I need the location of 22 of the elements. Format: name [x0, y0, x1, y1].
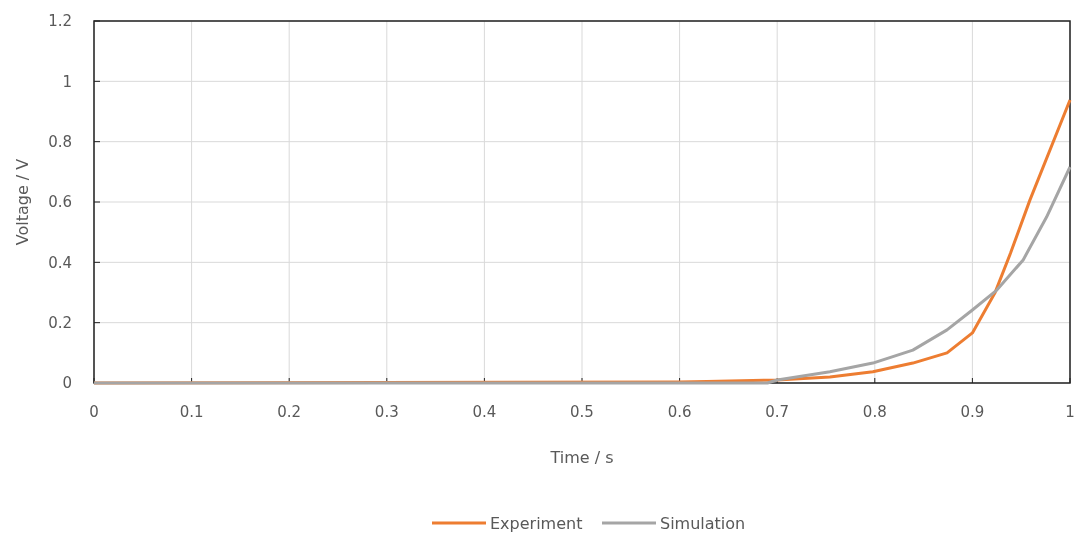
y-tick-label: 0.8 [48, 132, 72, 151]
legend-label: Experiment [490, 513, 583, 533]
y-tick-label: 1.2 [48, 12, 72, 31]
x-tick-label: 0.7 [765, 403, 790, 421]
y-tick-label: 0.2 [48, 313, 72, 332]
x-tick-label: 0 [89, 403, 99, 421]
y-tick-label: 1 [62, 72, 72, 91]
x-tick-label: 0.1 [179, 403, 204, 421]
x-tick-label: 0.5 [570, 403, 594, 421]
y-tick-label: 0.6 [48, 193, 72, 212]
legend-label: Simulation [660, 513, 746, 533]
x-tick-label: 0.6 [667, 403, 692, 421]
x-axis-title: Time / s [549, 448, 614, 467]
x-tick-label: 0.2 [277, 403, 302, 421]
y-axis-title: Voltage / V [13, 158, 32, 246]
x-tick-label: 0.9 [960, 403, 985, 421]
x-tick-label: 0.4 [472, 403, 497, 421]
y-tick-label: 0 [62, 374, 72, 393]
x-tick-label: 0.8 [862, 403, 887, 421]
x-tick-label: 0.3 [374, 403, 399, 421]
y-tick-label: 0.4 [48, 253, 72, 272]
x-tick-label: 1 [1065, 403, 1075, 421]
